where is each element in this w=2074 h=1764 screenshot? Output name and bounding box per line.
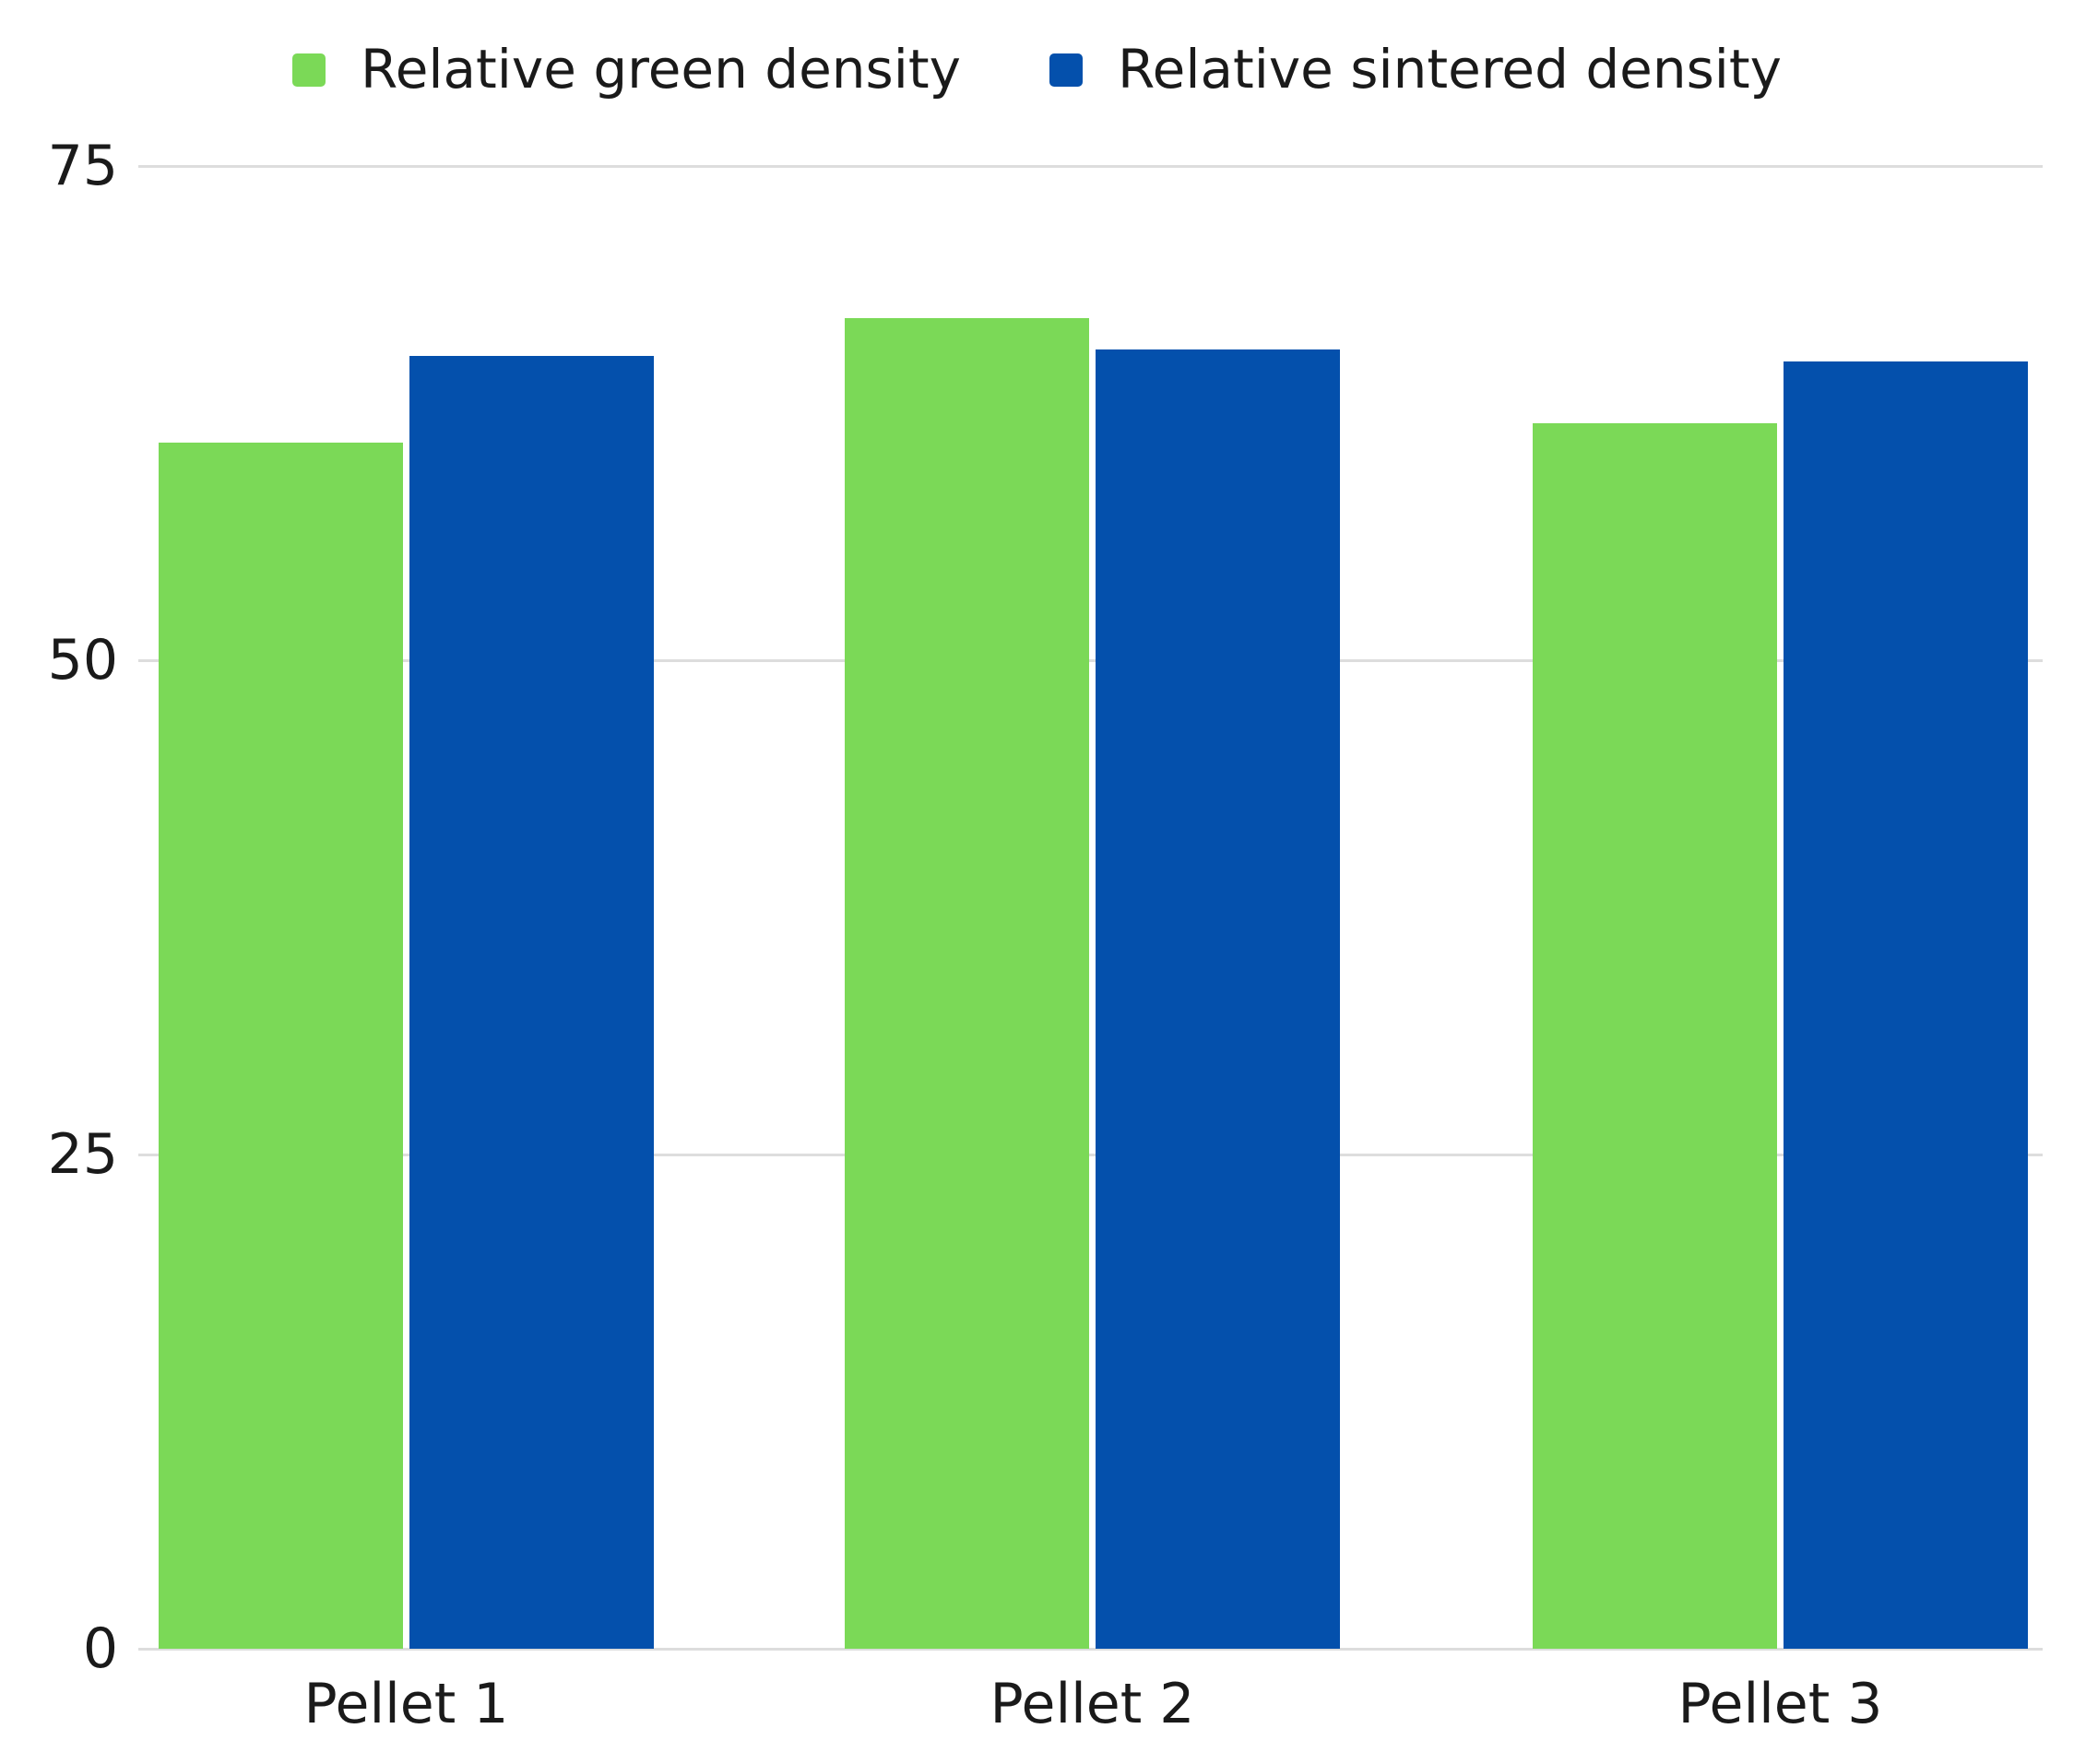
bar-pellet-1-sintered <box>409 355 654 1649</box>
x-axis-label-pellet-3: Pellet 3 <box>1677 1672 1883 1736</box>
legend-label-blue: Relative sintered density <box>1117 38 1782 101</box>
y-axis-tick-0: 0 <box>82 1616 118 1681</box>
y-axis-tick-75: 75 <box>47 134 118 198</box>
gridline-0 <box>138 1647 2043 1651</box>
legend-item-relative-green-density: Relative green density <box>292 38 961 101</box>
x-axis-label-pellet-1: Pellet 1 <box>303 1672 509 1736</box>
bar-pellet-3-green <box>1533 422 1777 1649</box>
gridline-25 <box>138 1153 2043 1156</box>
legend-swatch-blue <box>1049 53 1083 87</box>
x-axis-label-pellet-2: Pellet 2 <box>990 1672 1195 1736</box>
bar-pellet-2-sintered <box>1096 349 1340 1649</box>
legend-swatch-green <box>292 53 326 87</box>
legend-label-green: Relative green density <box>361 38 961 101</box>
legend: Relative green density Relative sintered… <box>0 31 2074 109</box>
y-axis-tick-25: 25 <box>47 1122 118 1187</box>
gridline-50 <box>138 658 2043 662</box>
gridline-75 <box>138 164 2043 168</box>
y-axis-tick-50: 50 <box>47 628 118 693</box>
bar-pellet-3-sintered <box>1784 361 2028 1649</box>
bar-pellet-2-green <box>845 318 1089 1649</box>
bar-pellet-1-green <box>159 443 403 1649</box>
legend-item-relative-sintered-density: Relative sintered density <box>1049 38 1782 101</box>
